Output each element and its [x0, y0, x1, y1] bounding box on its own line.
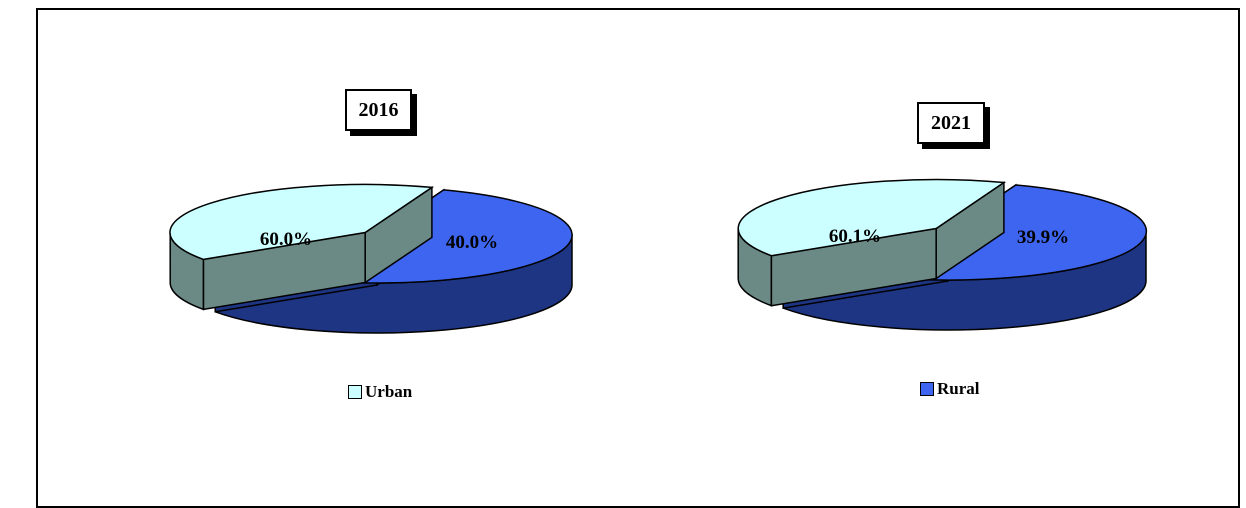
slice-label-2016-rural: 60.0%	[259, 229, 313, 250]
slice-label-2021-rural: 60.1%	[828, 226, 882, 247]
legend-2016: Urban	[348, 382, 412, 402]
pie-charts-canvas	[169, 178, 1148, 334]
pie-slice-2021-urban	[737, 178, 1007, 257]
slice-label-2016-urban: 40.0%	[445, 232, 499, 253]
slice-label-2021-urban: 39.9%	[1016, 227, 1070, 248]
pie-slice-2016-urban	[169, 183, 435, 261]
legend-label-rural: Rural	[937, 379, 980, 398]
chart-title-2016: 2016	[345, 89, 412, 131]
legend-2021: Rural	[920, 379, 980, 399]
legend-label-urban: Urban	[365, 382, 413, 401]
legend-swatch-rural	[920, 382, 934, 396]
legend-swatch-urban	[348, 385, 362, 399]
chart-title-2021: 2021	[917, 102, 985, 144]
